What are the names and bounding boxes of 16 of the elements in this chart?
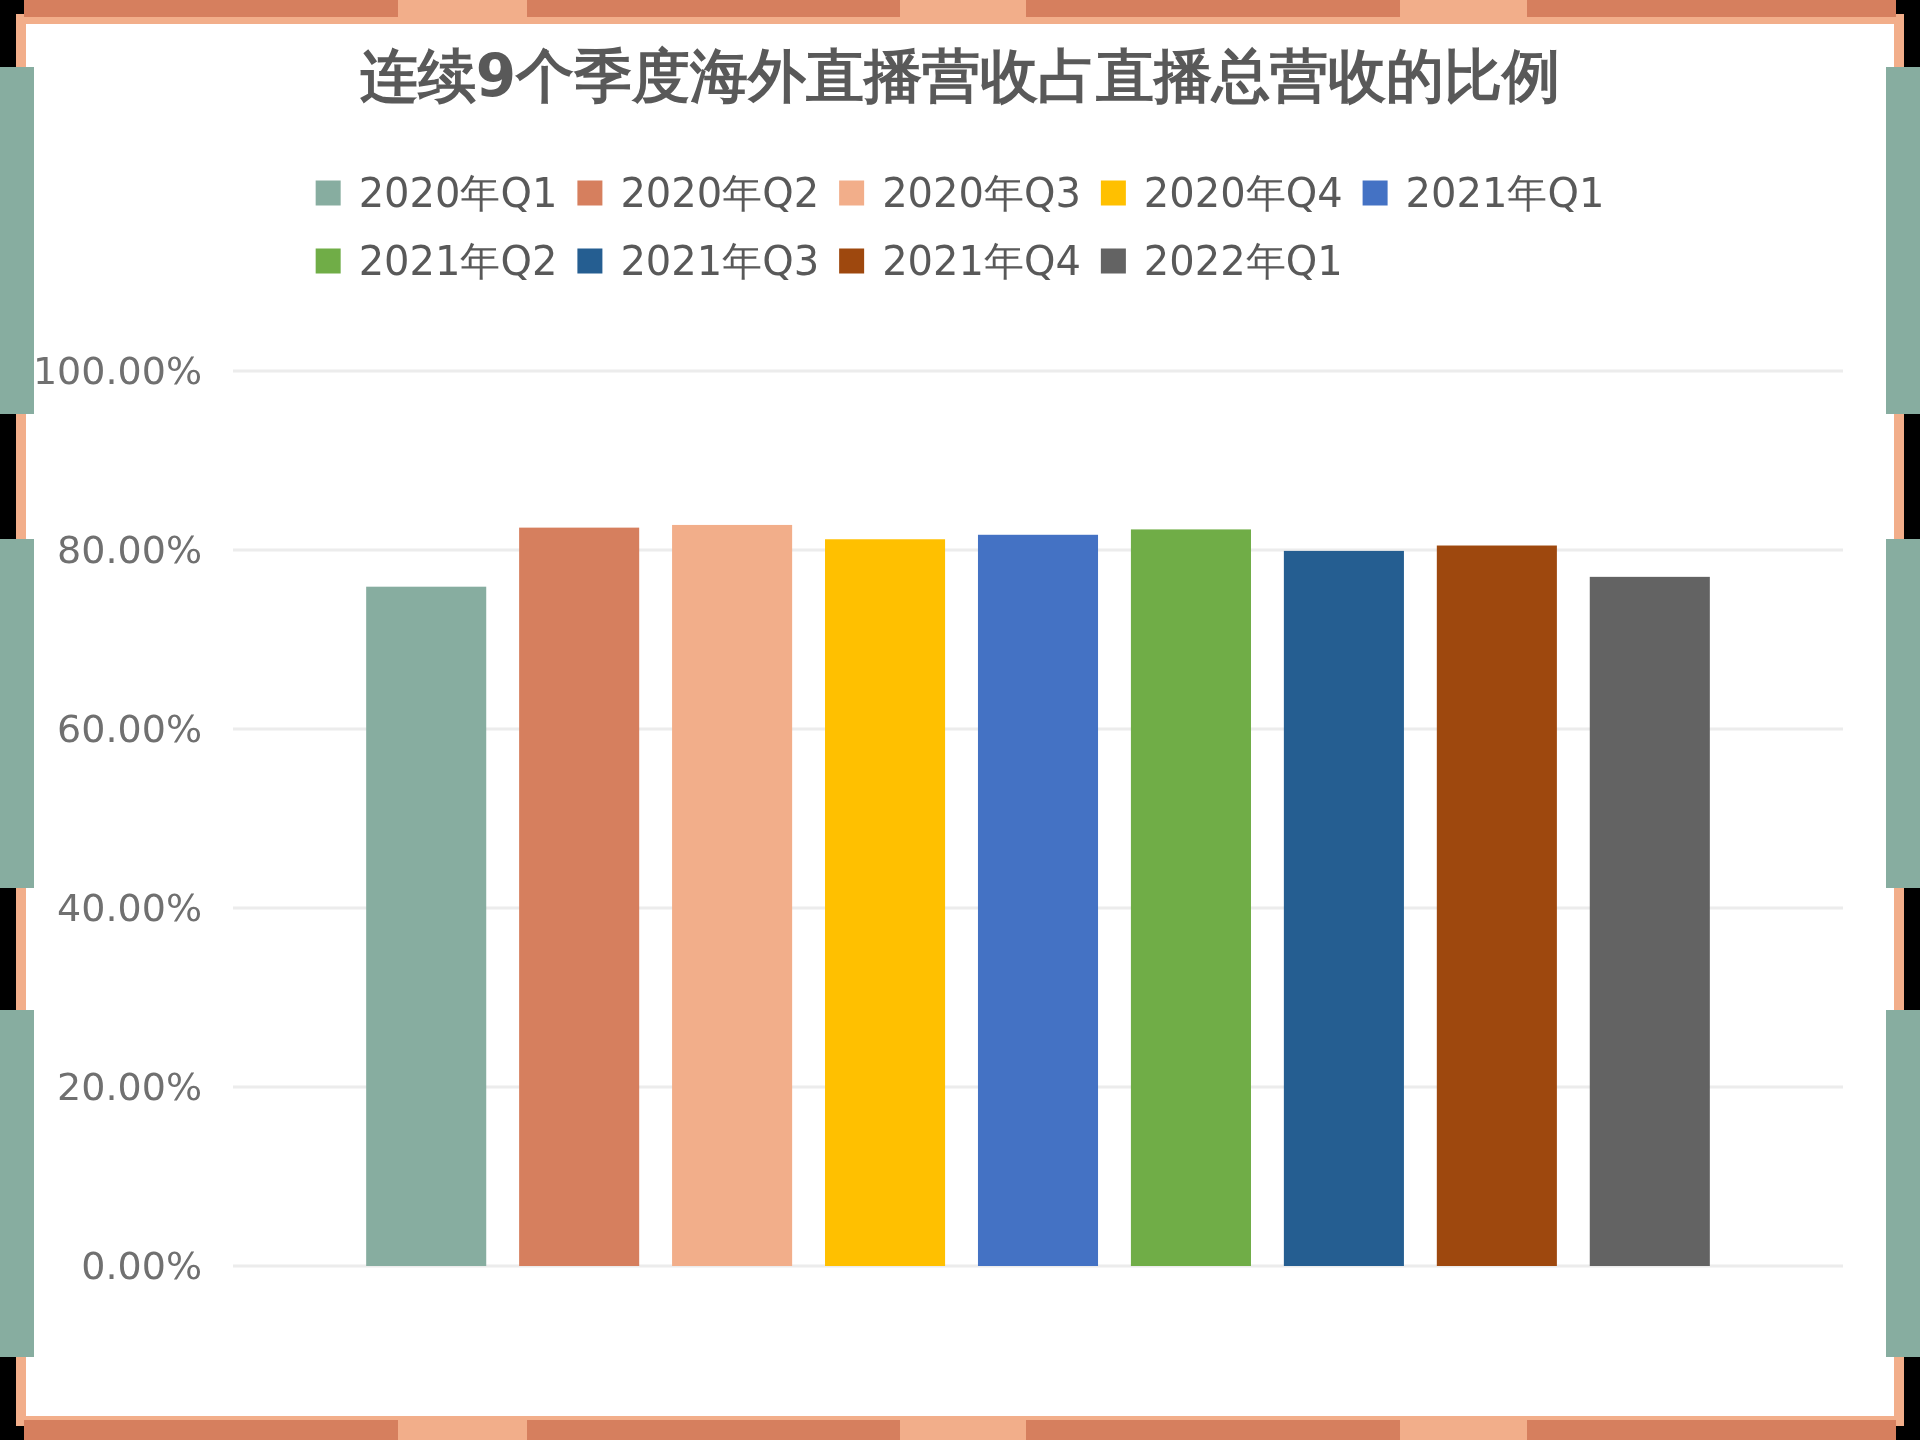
legend-label: 2020年Q4	[1143, 170, 1343, 216]
y-tick-label: 100.00%	[32, 349, 202, 393]
legend-label: 2021年Q3	[620, 238, 820, 284]
y-tick-label: 60.00%	[57, 707, 202, 751]
legend-label: 2021年Q4	[882, 238, 1081, 284]
legend-label: 2021年Q2	[358, 238, 558, 284]
y-tick-label: 40.00%	[57, 886, 202, 930]
legend-label: 2021年Q1	[1405, 170, 1605, 216]
y-tick-label: 0.00%	[81, 1244, 202, 1288]
legend-label: 2020年Q2	[620, 170, 820, 216]
chart-title: 连续9个季度海外直播营收占直播总营收的比例	[359, 42, 1561, 110]
legend-label: 2020年Q1	[358, 170, 558, 216]
y-tick-label: 20.00%	[57, 1065, 202, 1109]
legend-label: 2022年Q1	[1143, 238, 1343, 284]
y-tick-label: 80.00%	[57, 528, 202, 572]
legend-label: 2020年Q3	[882, 170, 1081, 216]
